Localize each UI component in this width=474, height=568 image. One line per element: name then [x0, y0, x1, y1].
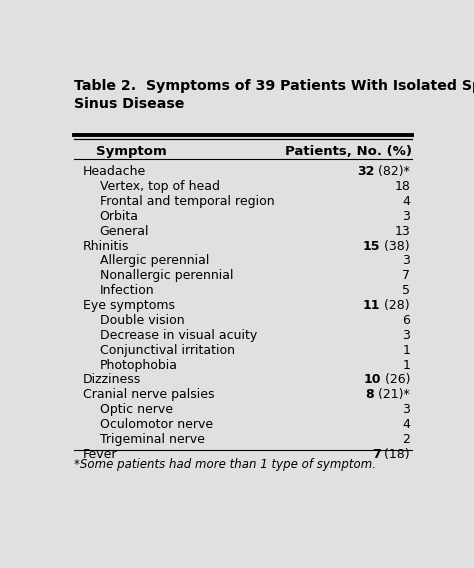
- Text: Oculomotor nerve: Oculomotor nerve: [100, 418, 213, 431]
- Text: Dizziness: Dizziness: [83, 373, 141, 386]
- Text: (38): (38): [381, 240, 410, 253]
- Text: 11: 11: [363, 299, 381, 312]
- Text: Double vision: Double vision: [100, 314, 184, 327]
- Text: 1: 1: [402, 358, 410, 371]
- Text: 8: 8: [366, 389, 374, 402]
- Text: 3: 3: [402, 403, 410, 416]
- Text: Patients, No. (%): Patients, No. (%): [285, 145, 412, 158]
- Text: Frontal and temporal region: Frontal and temporal region: [100, 195, 274, 208]
- Text: Symptom: Symptom: [96, 145, 167, 158]
- Text: 4: 4: [402, 418, 410, 431]
- Text: 4: 4: [402, 195, 410, 208]
- Text: Nonallergic perennial: Nonallergic perennial: [100, 269, 233, 282]
- Text: Conjunctival irritation: Conjunctival irritation: [100, 344, 235, 357]
- Text: 6: 6: [402, 314, 410, 327]
- Text: General: General: [100, 225, 149, 238]
- Text: (82)*: (82)*: [374, 165, 410, 178]
- Text: 5: 5: [402, 284, 410, 297]
- Text: Vertex, top of head: Vertex, top of head: [100, 180, 219, 193]
- Text: Optic nerve: Optic nerve: [100, 403, 173, 416]
- Text: 15: 15: [363, 240, 381, 253]
- Text: 3: 3: [402, 254, 410, 268]
- Text: Headache: Headache: [83, 165, 146, 178]
- Text: 7: 7: [372, 448, 381, 461]
- Text: Decrease in visual acuity: Decrease in visual acuity: [100, 329, 257, 342]
- Text: Trigeminal nerve: Trigeminal nerve: [100, 433, 205, 446]
- Text: 10: 10: [363, 373, 381, 386]
- Text: Eye symptoms: Eye symptoms: [83, 299, 175, 312]
- Text: 3: 3: [402, 210, 410, 223]
- Text: *Some patients had more than 1 type of symptom.: *Some patients had more than 1 type of s…: [74, 458, 376, 471]
- Text: Allergic perennial: Allergic perennial: [100, 254, 209, 268]
- Text: 32: 32: [357, 165, 374, 178]
- Text: 1: 1: [402, 344, 410, 357]
- Text: Infection: Infection: [100, 284, 154, 297]
- Text: Cranial nerve palsies: Cranial nerve palsies: [83, 389, 215, 402]
- Text: 2: 2: [402, 433, 410, 446]
- Text: (21)*: (21)*: [374, 389, 410, 402]
- Text: (28): (28): [381, 299, 410, 312]
- Text: Table 2.  Symptoms of 39 Patients With Isolated Sphenoid
Sinus Disease: Table 2. Symptoms of 39 Patients With Is…: [74, 79, 474, 111]
- Text: Orbita: Orbita: [100, 210, 139, 223]
- Text: (18): (18): [381, 448, 410, 461]
- Text: 18: 18: [394, 180, 410, 193]
- Text: (26): (26): [381, 373, 410, 386]
- Text: 13: 13: [394, 225, 410, 238]
- Text: 3: 3: [402, 329, 410, 342]
- Text: Fever: Fever: [83, 448, 118, 461]
- Text: Rhinitis: Rhinitis: [83, 240, 129, 253]
- Text: Photophobia: Photophobia: [100, 358, 178, 371]
- Text: 7: 7: [402, 269, 410, 282]
